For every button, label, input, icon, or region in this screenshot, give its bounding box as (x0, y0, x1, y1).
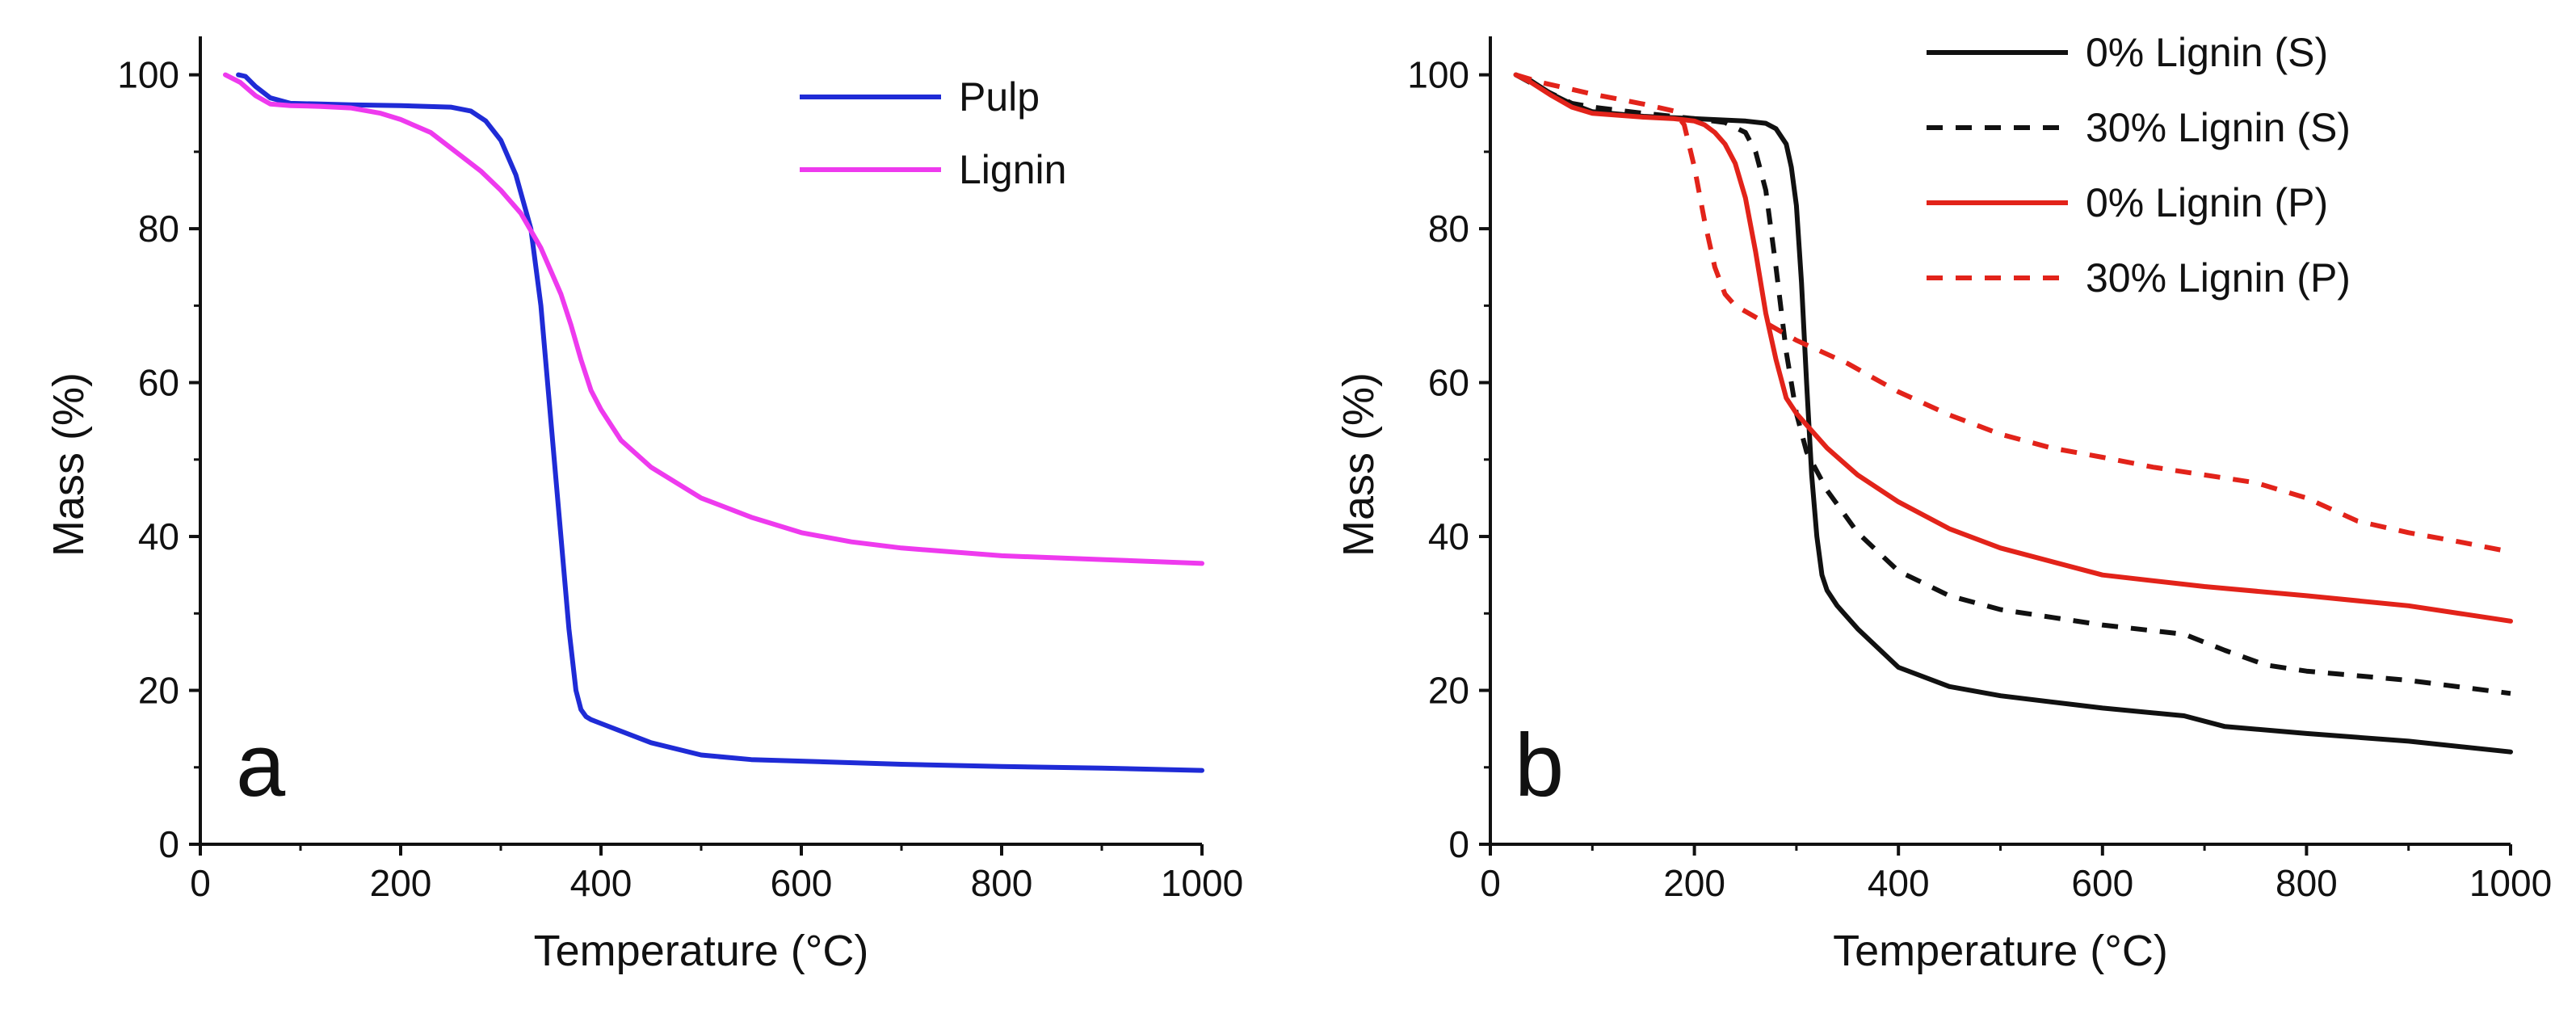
y-tick-label: 0 (1448, 823, 1469, 865)
x-tick-label: 200 (1663, 862, 1725, 904)
chart-panel-a: 0 200 400 600 800 1000 0 20 40 60 80 100 Temperature… (44, 36, 1243, 975)
x-tick-label: 800 (971, 862, 1033, 904)
legend-label: 30% Lignin (S) (2086, 105, 2351, 150)
legend-label: 30% Lignin (P) (2086, 255, 2351, 301)
y-tick-label: 40 (138, 515, 179, 557)
y-tick-label: 40 (1428, 515, 1469, 557)
x-tick-label: 400 (570, 862, 632, 904)
legend-label: 0% Lignin (S) (2086, 30, 2328, 75)
x-axis-title: Temperature (°C) (534, 927, 869, 975)
series-line-30-lignin-s (1515, 72, 2511, 696)
legend-label: 0% Lignin (P) (2086, 180, 2328, 225)
y-tick-label: 80 (1428, 208, 1469, 250)
series-line-0-lignin-s (1513, 72, 2513, 755)
series-line-30-lignin-p (1515, 72, 2511, 555)
x-tick-label: 600 (771, 862, 833, 904)
x-tick-label: 400 (1868, 862, 1930, 904)
y-tick-label: 60 (138, 362, 179, 404)
panel-letter: b (1515, 716, 1564, 815)
chart-panel-b: 0 200 400 600 800 1000 0 20 40 60 80 100 Temperature… (1334, 30, 2552, 975)
y-tick-label: 20 (1428, 670, 1469, 712)
x-tick-label: 200 (370, 862, 432, 904)
x-tick-label: 0 (1480, 862, 1501, 904)
series-line-0-lignin-p (1513, 72, 2513, 624)
x-tick-label: 600 (2071, 862, 2133, 904)
y-tick-label: 100 (1407, 54, 1469, 96)
panel-letter: a (236, 716, 286, 815)
y-axis-title: Mass (%) (44, 372, 93, 557)
legend-label: Pulp (959, 74, 1040, 120)
y-tick-label: 100 (117, 54, 179, 96)
x-tick-label: 1000 (2469, 862, 2552, 904)
y-tick-label: 80 (138, 208, 179, 250)
series-line-lignin (223, 72, 1204, 566)
y-tick-label: 20 (138, 670, 179, 712)
y-tick-label: 0 (158, 823, 179, 865)
y-axis-title: Mass (%) (1334, 372, 1383, 557)
x-axis-title: Temperature (°C) (1833, 927, 2168, 975)
x-tick-label: 1000 (1161, 862, 1243, 904)
x-tick-label: 0 (190, 862, 211, 904)
y-tick-label: 60 (1428, 362, 1469, 404)
x-tick-label: 800 (2276, 862, 2338, 904)
legend-label: Lignin (959, 147, 1066, 192)
